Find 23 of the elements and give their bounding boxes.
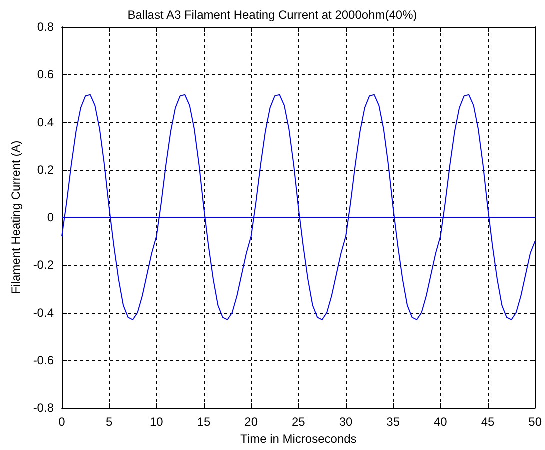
chart-title: Ballast A3 Filament Heating Current at 2000ohm(40%) [128, 8, 418, 22]
y-tick-label: -0.6 [33, 353, 54, 368]
x-tick-label: 50 [528, 415, 542, 429]
y-tick-label: 0.4 [37, 115, 54, 130]
x-tick-label: 0 [58, 415, 66, 429]
y-tick-label: -0.2 [33, 258, 54, 272]
x-tick-label: 40 [434, 415, 448, 429]
x-tick-label: 30 [339, 415, 353, 429]
y-tick-label: -0.4 [33, 306, 54, 320]
x-tick-label: 10 [150, 415, 164, 429]
y-tick-label: 0.2 [37, 162, 54, 177]
y-axis-title: Filament Heating Current (A) [9, 140, 23, 294]
x-axis-title: Time in Microseconds [240, 432, 357, 446]
y-tick-label: -0.8 [33, 401, 54, 415]
y-tick-label: 0.6 [37, 68, 54, 82]
x-tick-label: 20 [244, 415, 258, 429]
y-tick-label: 0 [47, 210, 54, 224]
x-tick-label: 35 [386, 415, 400, 429]
y-tick-label: 0.8 [37, 20, 54, 34]
x-tick-label: 45 [481, 415, 495, 429]
x-tick-label: 5 [106, 415, 113, 429]
x-tick-label: 25 [292, 415, 306, 429]
x-tick-label: 15 [197, 415, 211, 429]
